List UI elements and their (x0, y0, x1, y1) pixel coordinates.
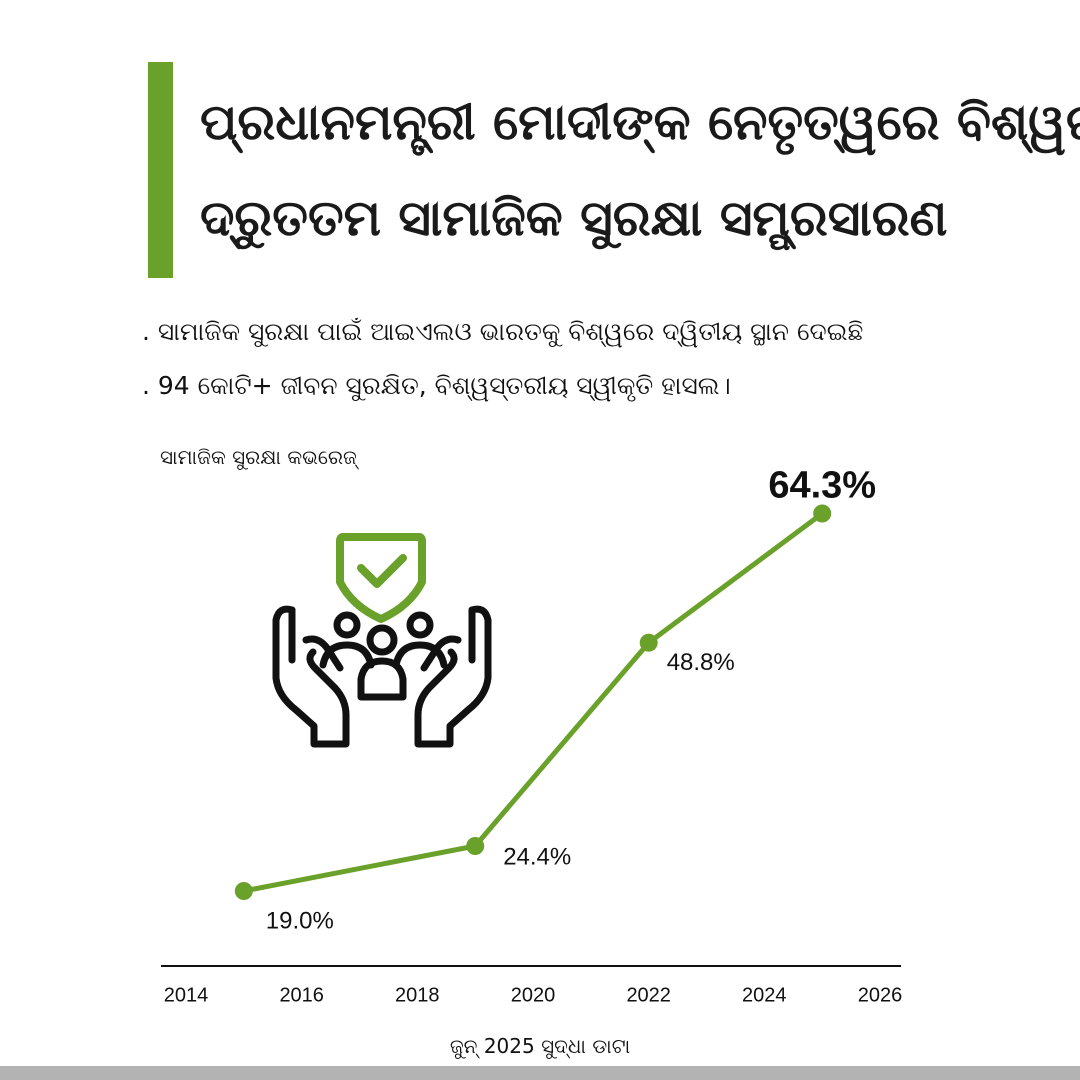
bottom-strip (0, 1066, 1080, 1080)
data-labels: 19.0% 24.4% 48.8% 64.3% (266, 465, 876, 935)
x-tick-label-2014: 2014 (164, 984, 209, 1006)
x-tick-label-2024: 2024 (742, 984, 787, 1006)
x-tick-label-2018: 2018 (395, 984, 440, 1006)
data-point-2022 (639, 633, 658, 652)
chart-title: ସାମାଜିକ ସୁରକ୍ଷା କଭରେଜ୍ (160, 445, 357, 469)
hands-protecting-family-shield-check-icon (272, 533, 492, 748)
series-layer (234, 504, 832, 900)
x-tick-label-2020: 2020 (511, 984, 556, 1006)
bullet-list: . ସାମାଜିକ ସୁରକ୍ଷା ପାଇଁ ଆଇଏଲଓ ଭାରତକୁ ବିଶ୍… (142, 305, 1042, 413)
data-label-2025: 64.3% (768, 465, 876, 507)
coverage-series-line (243, 511, 824, 894)
x-tick-labels: 2014 2016 2018 2020 2022 2024 2026 (164, 984, 903, 1006)
data-label-2022: 48.8% (667, 649, 735, 676)
data-label-2019: 24.4% (503, 843, 571, 870)
title-line-2: ଦ୍ରୁତତମ ସାମାଜିକ ସୁରକ୍ଷା ସମ୍ପ୍ରସାରଣ (200, 189, 948, 247)
data-note: ଜୁନ୍ 2025 ସୁଦ୍ଧା ଡାଟା (449, 1034, 631, 1058)
bullet-item: . ସାମାଜିକ ସୁରକ୍ଷା ପାଇଁ ଆଇଏଲଓ ଭାରତକୁ ବିଶ୍… (142, 317, 864, 346)
page-title: ପ୍ରଧାନମନ୍ତ୍ରୀ ମୋଦୀଙ୍କ ନେତୃତ୍ୱରେ ବିଶ୍ୱର ଦ… (200, 74, 1080, 266)
title-accent-bar (148, 62, 173, 278)
data-label-2015: 19.0% (266, 907, 334, 934)
x-tick-label-2022: 2022 (626, 984, 671, 1006)
data-point-2025 (813, 504, 832, 523)
x-tick-label-2016: 2016 (279, 984, 324, 1006)
data-point-2015 (234, 882, 253, 900)
data-point-2019 (466, 837, 485, 855)
x-tick-label-2026: 2026 (858, 984, 903, 1006)
title-line-1: ପ୍ରଧାନମନ୍ତ୍ରୀ ମୋଦୀଙ୍କ ନେତୃତ୍ୱରେ ବିଶ୍ୱର (200, 93, 1080, 151)
bullet-item: . 94 କୋଟି+ ଜୀବନ ସୁରକ୍ଷିତ, ବିଶ୍ୱସ୍ତରୀୟ ସ୍… (142, 371, 731, 400)
